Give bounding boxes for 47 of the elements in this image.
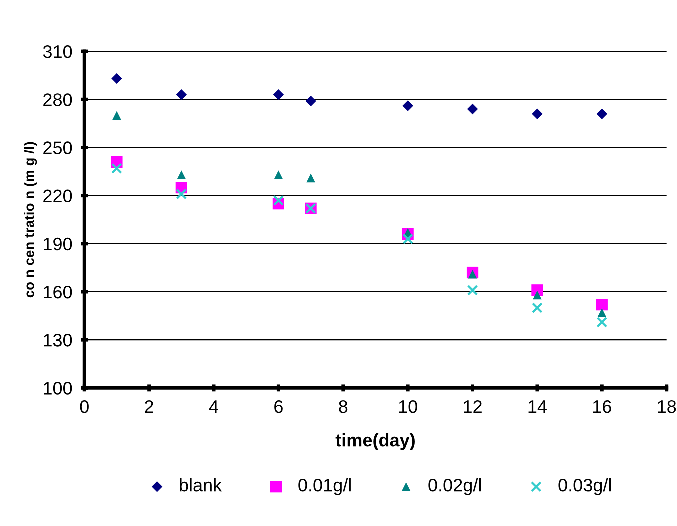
point [467, 284, 478, 296]
point [532, 302, 543, 314]
point [533, 290, 542, 300]
point [468, 270, 478, 279]
point [273, 195, 284, 206]
legend-label: blank [180, 478, 222, 492]
y-tick-label: 250 [44, 142, 72, 154]
y-tick-label: 190 [44, 238, 72, 251]
x-tick-label: 6 [274, 400, 283, 414]
point [402, 234, 414, 245]
x-tick-label: 12 [464, 400, 482, 414]
y-axis-title: co n cen tratio n (m g /l) [24, 142, 38, 298]
point [596, 108, 608, 120]
point [176, 188, 188, 200]
point [532, 108, 543, 120]
legend-label: 0.01g/l [298, 478, 351, 496]
x-tick-label: 10 [399, 400, 418, 414]
x-tick-label: 4 [209, 400, 218, 414]
point [596, 299, 608, 311]
point [598, 308, 607, 318]
x-axis-title: time(day) [336, 433, 415, 450]
y-tick-label: 220 [44, 190, 72, 203]
y-tick-label: 100 [44, 382, 72, 395]
y-tick-label: 130 [44, 334, 72, 347]
y-tick-label: 280 [44, 94, 72, 106]
x-tick-label: 18 [658, 400, 676, 414]
point [176, 89, 188, 100]
point [112, 163, 122, 174]
x-tick-label: 16 [593, 400, 612, 414]
point [112, 73, 122, 84]
point [274, 170, 284, 180]
y-tick-label: 160 [44, 286, 72, 299]
point [177, 170, 186, 180]
x-tick-label: 8 [339, 400, 348, 414]
y-tick-label: 310 [43, 45, 72, 58]
point [273, 89, 284, 100]
point [467, 104, 478, 115]
point [306, 96, 316, 107]
legend-label: 0.03g/l [558, 478, 612, 496]
x-tick-label: 14 [528, 400, 547, 414]
point [402, 100, 414, 112]
x-tick-label: 0 [80, 400, 89, 414]
point [596, 317, 608, 328]
point [306, 174, 316, 183]
point [112, 111, 122, 120]
x-tick-label: 2 [145, 400, 154, 414]
legend-label: 0.02g/l [428, 478, 481, 496]
